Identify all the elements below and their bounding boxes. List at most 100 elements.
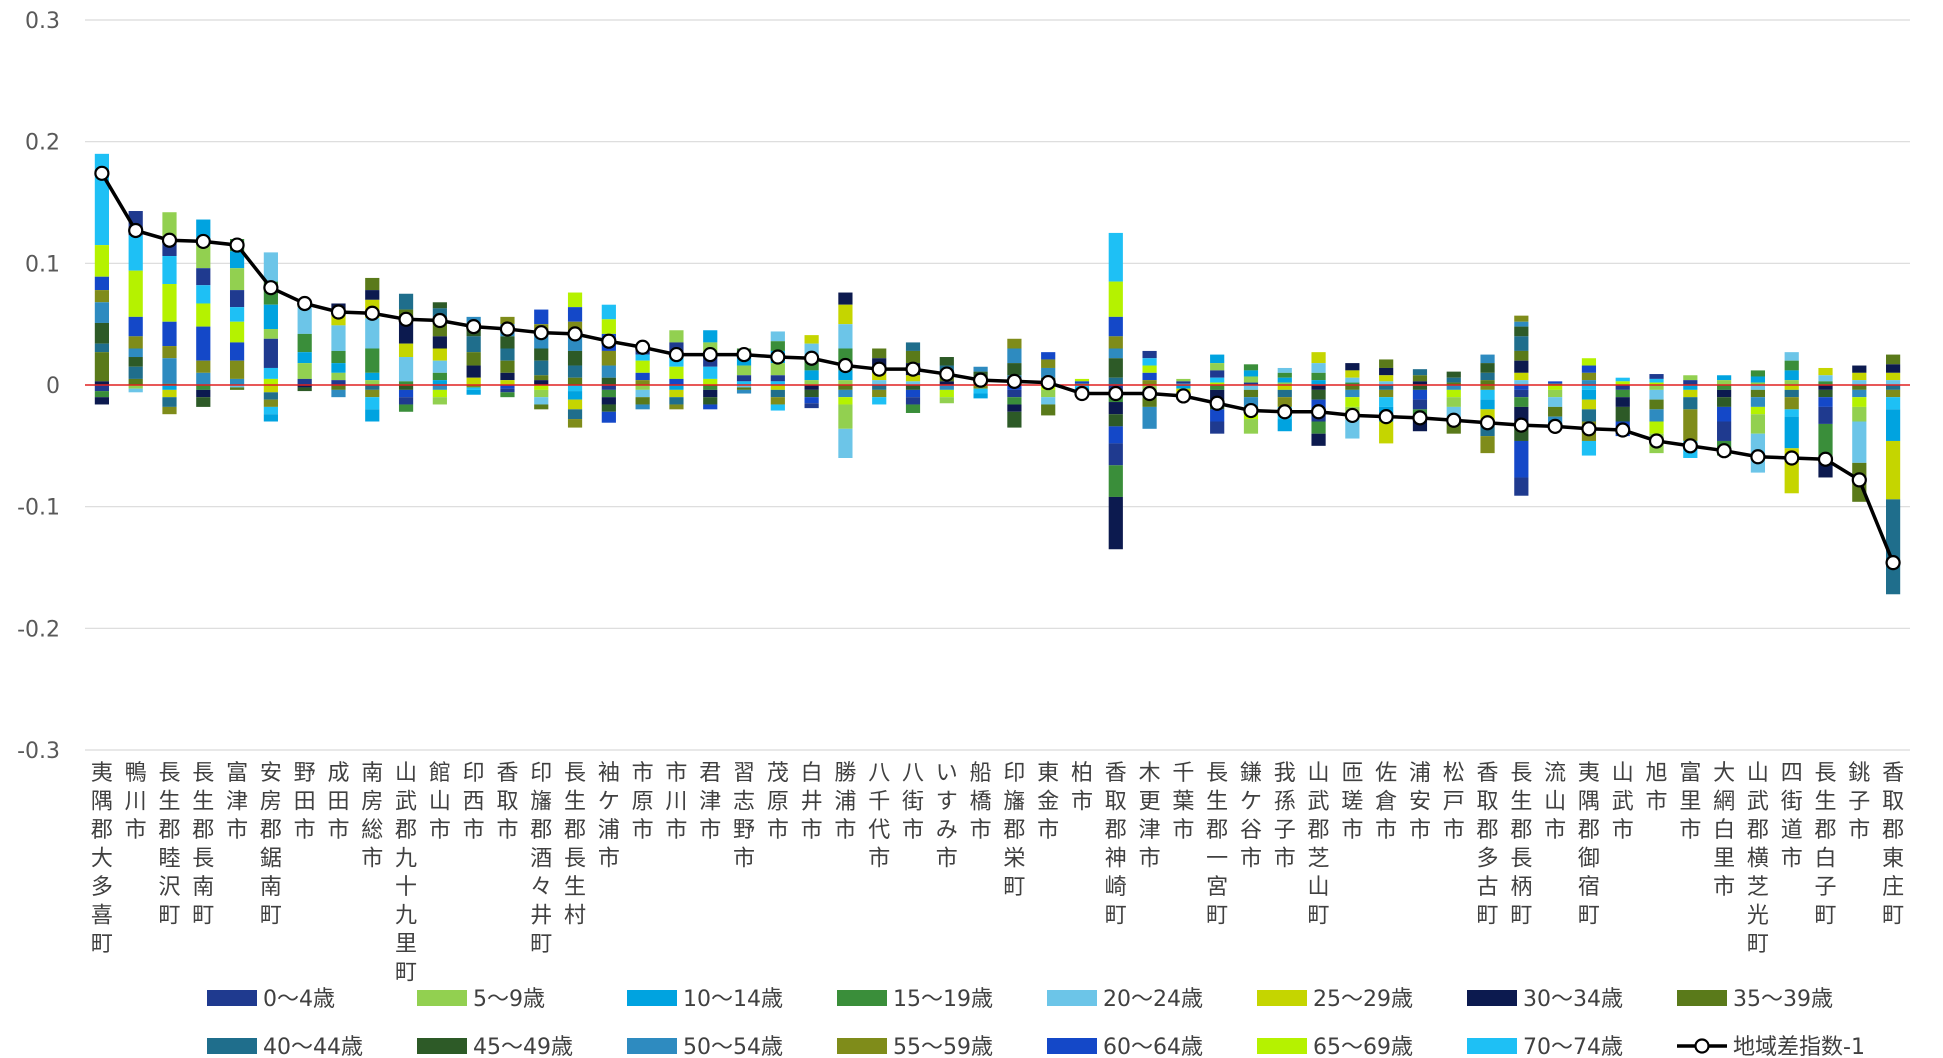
bar-segment — [331, 372, 346, 381]
bar-segment — [1818, 385, 1833, 390]
bar-segment — [365, 397, 380, 410]
bar-segment — [703, 397, 718, 405]
x-axis-categories: 夷隅郡大多喜町鴨川市長生郡睦沢町長生郡長南町富津市安房郡鋸南町野田市成田市南房総… — [91, 761, 1904, 986]
category-label: 南房総市 — [361, 761, 383, 872]
bar-segment — [1514, 360, 1529, 373]
bar-segment — [1683, 380, 1698, 385]
legend-label: 30〜34歳 — [1523, 987, 1623, 1012]
y-tick-label: 0 — [46, 374, 60, 399]
bar-segment — [1581, 389, 1597, 400]
line-point — [770, 349, 786, 365]
category-label: 長生郡長南町 — [192, 761, 214, 929]
line-point — [973, 372, 989, 388]
bar-segment — [1108, 465, 1123, 497]
bar-segment — [635, 389, 650, 398]
bar-segment — [365, 318, 380, 349]
bar-segment — [500, 360, 515, 373]
category-label: 匝瑳市 — [1341, 761, 1363, 843]
category-label: 富里市 — [1679, 761, 1701, 843]
bar-segment — [196, 397, 211, 407]
bar-segment — [1345, 363, 1360, 371]
bar-segment — [1243, 382, 1259, 385]
bar-segment — [1548, 389, 1563, 398]
legend: 0〜4歳 5〜9歳 10〜14歳 15〜19歳 20〜24歳 25〜29歳 30〜34歳 35… — [207, 987, 1865, 1058]
bar-segment — [1480, 399, 1495, 410]
bar-segment — [1311, 389, 1326, 400]
bar-segment — [1514, 315, 1529, 322]
bar-segment — [1480, 436, 1495, 454]
bar-segment — [567, 409, 583, 420]
bar-segment — [1514, 372, 1529, 381]
category-label: 香取郡神崎町 — [1105, 761, 1127, 929]
bar-segment — [1649, 374, 1664, 379]
category-label: 柏市 — [1071, 761, 1093, 815]
bar-segment — [162, 385, 177, 390]
bar-segment — [94, 381, 109, 385]
line-point — [1175, 388, 1191, 404]
legend-label: 25〜29歳 — [1313, 987, 1413, 1012]
bar-segment — [1717, 406, 1732, 422]
bar-segment — [534, 404, 549, 410]
bar-segment — [736, 381, 752, 385]
bar-segment — [1548, 385, 1563, 390]
bar-segment — [1750, 370, 1766, 377]
line-point — [94, 165, 110, 181]
bar-segment — [1480, 385, 1495, 390]
category-label: 長生郡長生村 — [564, 761, 586, 929]
legend-label: 5〜9歳 — [473, 987, 545, 1012]
bar-segment — [939, 381, 954, 385]
bar-segment — [500, 385, 515, 389]
bar-segment — [365, 277, 380, 291]
line-point — [702, 346, 718, 363]
bar-segment — [162, 346, 177, 359]
y-tick-label: -0.1 — [17, 496, 60, 521]
bar-segment — [229, 321, 245, 343]
category-label: 市川市 — [665, 761, 687, 843]
bar-segment — [1514, 350, 1529, 361]
bar-segment — [1345, 377, 1360, 383]
bar-segment — [669, 389, 684, 398]
bar-segment — [1412, 369, 1428, 376]
bar-segment — [331, 385, 346, 390]
legend-label: 65〜69歳 — [1313, 1035, 1413, 1058]
category-label: 安房郡鋸南町 — [260, 761, 282, 929]
bar-segment — [939, 385, 954, 390]
bar-segment — [263, 392, 278, 400]
bar-segment — [263, 406, 278, 415]
bar-segment — [1108, 377, 1123, 385]
bar-segment — [1142, 372, 1157, 381]
bar-segment — [1074, 378, 1090, 382]
bar-segment — [500, 316, 515, 325]
bar-segment — [1210, 389, 1225, 400]
bar-segment — [263, 378, 278, 385]
bar-segment — [94, 397, 109, 405]
bar-segment — [331, 363, 346, 373]
bar-segment — [1480, 363, 1495, 373]
bar-segment — [1852, 421, 1867, 463]
bar-segment — [601, 377, 616, 385]
y-tick-label: 0.2 — [25, 131, 60, 156]
bar-segment — [1210, 385, 1225, 390]
legend-swatch — [1467, 1038, 1517, 1054]
line-point — [263, 280, 279, 296]
bar-segment — [1581, 440, 1597, 456]
line-point — [635, 339, 651, 355]
category-label: 市原市 — [632, 761, 654, 843]
legend-swatch — [627, 990, 677, 1006]
category-label: 八街市 — [902, 761, 924, 843]
bar-segment — [229, 378, 245, 385]
bar-segment — [838, 380, 853, 385]
bar-segment — [500, 372, 515, 381]
bars — [94, 153, 1901, 595]
category-label: 鴨川市 — [125, 761, 147, 843]
category-label: 長生郡一宮町 — [1206, 761, 1228, 929]
category-label: 山武市 — [1612, 761, 1634, 843]
bar-segment — [669, 378, 684, 385]
bar-segment — [128, 270, 143, 317]
legend-label: 0〜4歳 — [263, 987, 335, 1012]
bar-segment — [365, 389, 380, 398]
bar-segment — [939, 397, 954, 404]
bar-segment — [331, 380, 346, 385]
bar-segment — [1243, 370, 1259, 377]
